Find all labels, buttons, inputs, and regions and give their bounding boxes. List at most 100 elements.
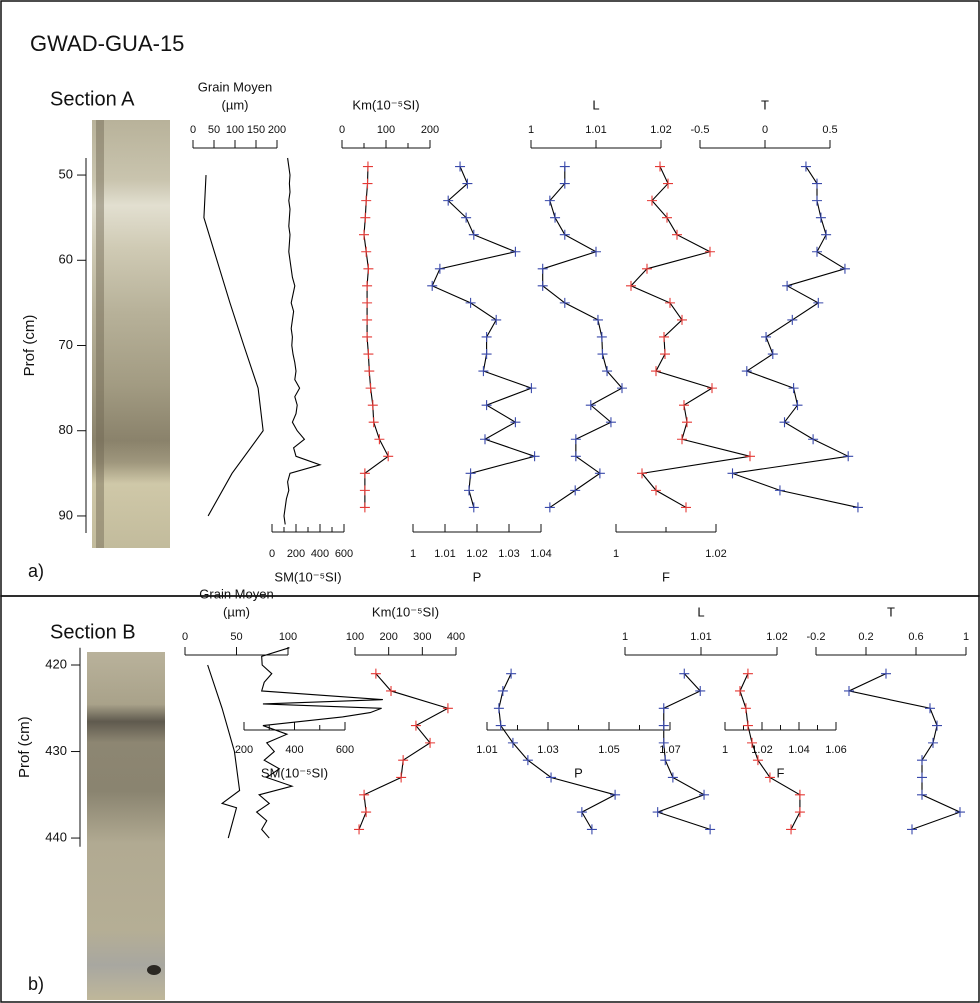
x-tick-label: 100 [377,124,395,136]
y-axis-label: Prof (cm) [16,716,33,778]
x-tick-label: 1 [613,548,619,560]
x-tick-label: 600 [335,548,353,560]
x-tick-label: 1.04 [530,548,551,560]
marker [491,314,502,325]
marker [843,451,854,462]
x-tick-label: 0 [762,124,768,136]
marker [361,195,372,206]
marker [374,434,385,445]
axis-title: (µm) [223,604,250,619]
profile-line [847,673,962,830]
y-tick-label: 70 [59,337,73,352]
marker [610,789,621,800]
marker [570,451,581,462]
core-edge [96,120,104,548]
marker [695,685,706,696]
x-tick-label: 200 [287,548,305,560]
x-tick-label: 0 [269,548,275,560]
marker [605,417,616,428]
panel-frame [0,595,980,1003]
marker [383,451,394,462]
marker [652,807,663,818]
marker [368,417,379,428]
marker [679,668,690,679]
section-title: Section A [50,88,135,110]
y-tick-label: 430 [45,743,67,758]
marker [602,366,613,377]
marker [481,331,492,342]
marker [576,807,587,818]
x-tick-label: 150 [247,124,265,136]
marker [677,434,687,445]
marker [537,280,548,291]
marker [362,178,373,189]
marker [362,331,373,342]
marker [464,485,474,496]
marker [544,502,555,513]
marker [742,668,753,679]
profile-line [739,673,801,830]
marker [642,263,652,274]
x-tick-label: 1.07 [659,744,680,756]
marker [537,263,548,274]
marker [478,366,489,377]
marker [794,789,805,800]
axis-title: P [574,765,583,780]
marker [592,314,603,325]
x-tick-label: 300 [413,631,431,643]
profile-line [630,166,751,508]
panel-label: b) [28,974,44,994]
marker [510,417,521,428]
marker [510,246,521,257]
marker [455,161,466,172]
marker [699,789,710,800]
marker [386,685,397,696]
marker [481,349,492,360]
marker [362,280,373,291]
marker [813,297,824,308]
axis-title: Grain Moyen [198,79,272,94]
marker [468,229,479,240]
profile-line [283,157,322,525]
marker [705,824,716,835]
marker [917,789,927,800]
marker [792,400,803,411]
x-tick-label: 50 [230,631,242,643]
marker [359,502,370,513]
x-tick-label: 1.02 [650,124,671,136]
profile-line [358,673,450,830]
x-tick-label: 1.02 [705,548,726,560]
core-photo [92,120,170,548]
marker [917,772,927,783]
marker [681,502,691,513]
marker [506,668,517,679]
x-tick-label: 100 [346,631,364,643]
marker [396,772,407,783]
marker [788,383,799,394]
x-tick-label: 100 [226,124,244,136]
y-tick-label: 80 [59,422,73,437]
marker [705,246,715,257]
marker [559,178,570,189]
profile-line [656,673,711,830]
marker [907,824,917,835]
marker [550,212,561,223]
marker [734,685,745,696]
marker [660,349,670,360]
x-tick-label: 400 [447,631,465,643]
axis-title: SM(10⁻⁵SI) [274,569,341,584]
profile-line [207,664,241,839]
marker [594,468,605,479]
marker [794,807,805,818]
marker [707,383,717,394]
marker [586,824,597,835]
marker [570,485,581,496]
core-spot [147,965,161,975]
x-tick-label: 100 [279,631,297,643]
marker [410,720,421,731]
marker [655,161,665,172]
marker [559,297,570,308]
axis-title: Km(10⁻⁵SI) [372,604,439,619]
marker [364,366,375,377]
marker [480,434,490,445]
